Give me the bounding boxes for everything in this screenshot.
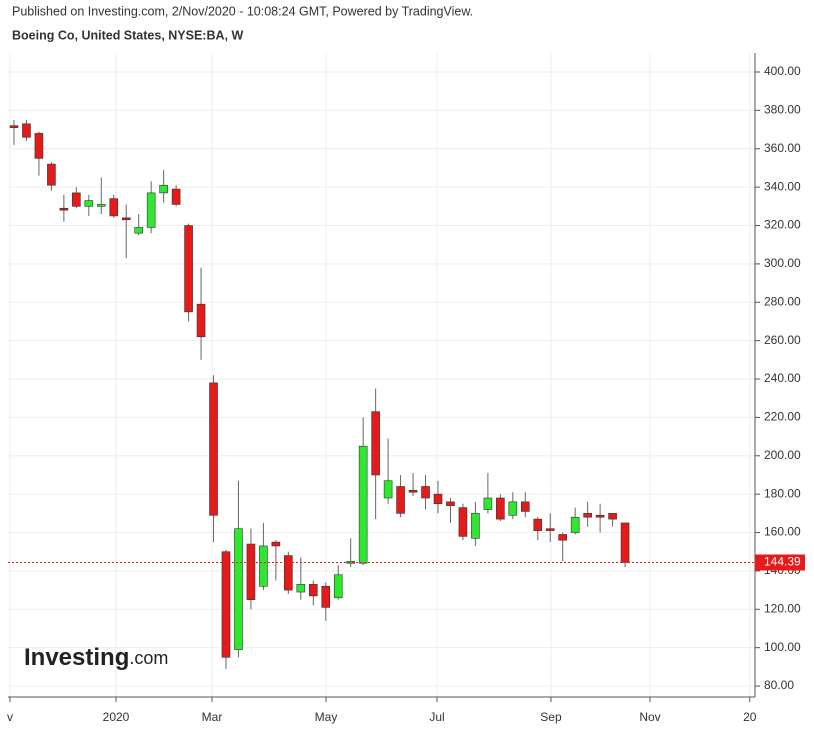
candle-body — [296, 584, 306, 593]
candle-body — [333, 574, 343, 599]
y-tick-label: 300.00 — [764, 256, 801, 270]
candle-body — [146, 192, 156, 228]
candle-body — [496, 497, 505, 520]
x-tick-label: Jul — [429, 710, 444, 724]
candle-body — [34, 133, 44, 159]
candle-body — [96, 204, 106, 207]
candle-body — [396, 486, 405, 514]
candle-body — [383, 480, 393, 499]
candle-body — [9, 125, 19, 128]
y-tick-label: 360.00 — [764, 141, 801, 155]
candle-body — [545, 528, 555, 531]
candle-body — [471, 513, 480, 539]
y-tick-label: 320.00 — [764, 218, 801, 232]
candle-body — [209, 382, 218, 516]
chart-title: Boeing Co, United States, NYSE:BA, W — [12, 28, 243, 42]
candle-body — [608, 513, 617, 520]
candle-body — [59, 207, 69, 211]
y-tick-label: 280.00 — [764, 294, 801, 308]
watermark: Investing.com — [24, 644, 168, 671]
y-tick-label: 380.00 — [764, 103, 801, 117]
candle-body — [533, 518, 543, 531]
y-tick-label: 200.00 — [764, 448, 801, 462]
candle-body — [171, 188, 181, 205]
candle-body — [259, 545, 268, 587]
candle-body — [558, 534, 568, 541]
candle-body — [47, 163, 56, 186]
x-tick-label: Sep — [540, 710, 562, 724]
candle-body — [84, 200, 94, 207]
candle-body — [246, 543, 256, 601]
candle-body — [234, 528, 243, 650]
candle-body — [458, 507, 468, 537]
candle-body — [22, 123, 31, 138]
y-tick-label: 400.00 — [764, 64, 801, 78]
candle-body — [321, 585, 331, 608]
candle-body — [109, 198, 119, 217]
candle-body — [408, 490, 418, 493]
candle-body — [421, 486, 430, 499]
y-tick-label: 340.00 — [764, 179, 801, 193]
candle-body — [221, 551, 231, 658]
y-tick-label: 220.00 — [764, 410, 801, 424]
x-tick-label: Mar — [202, 710, 223, 724]
y-tick-label: 180.00 — [764, 486, 801, 500]
candle-body — [196, 303, 206, 338]
candle-body — [184, 225, 193, 313]
candle-body — [72, 192, 81, 207]
candle-body — [271, 541, 281, 547]
watermark-part: .com — [129, 648, 168, 668]
last-price-box — [755, 554, 805, 571]
candle-body — [483, 497, 493, 510]
candle-body — [358, 445, 368, 564]
candle-body — [620, 522, 630, 563]
y-tick-label: 80.00 — [764, 678, 794, 692]
candle-body — [520, 501, 530, 512]
x-tick-label: 20 — [743, 710, 757, 724]
candle-body — [595, 514, 605, 518]
y-tick-label: 120.00 — [764, 601, 801, 615]
x-tick-label: 2020 — [103, 710, 130, 724]
y-tick-label: 160.00 — [764, 525, 801, 539]
x-tick-label: May — [315, 710, 338, 724]
candle-body — [308, 584, 318, 597]
watermark-part: Investing — [24, 644, 129, 671]
x-tick-label: Nov — [639, 710, 660, 724]
candle-body — [446, 501, 455, 506]
candle-body — [134, 227, 143, 234]
candle-body — [583, 513, 592, 518]
candle-body — [121, 217, 131, 221]
candle-body — [159, 184, 168, 194]
last-price-label: 144.39 — [764, 555, 801, 569]
candle-body — [371, 411, 380, 476]
candle-body — [508, 501, 518, 516]
y-tick-label: 260.00 — [764, 333, 801, 347]
candle-body — [284, 555, 293, 591]
candle-body — [433, 493, 443, 505]
chart-subtitle: Published on Investing.com, 2/Nov/2020 -… — [12, 4, 473, 18]
y-tick-label: 240.00 — [764, 371, 801, 385]
candle-body — [346, 561, 355, 564]
y-tick-label: 100.00 — [764, 640, 801, 654]
x-tick-label: v — [7, 710, 13, 724]
candle-body — [570, 516, 580, 533]
